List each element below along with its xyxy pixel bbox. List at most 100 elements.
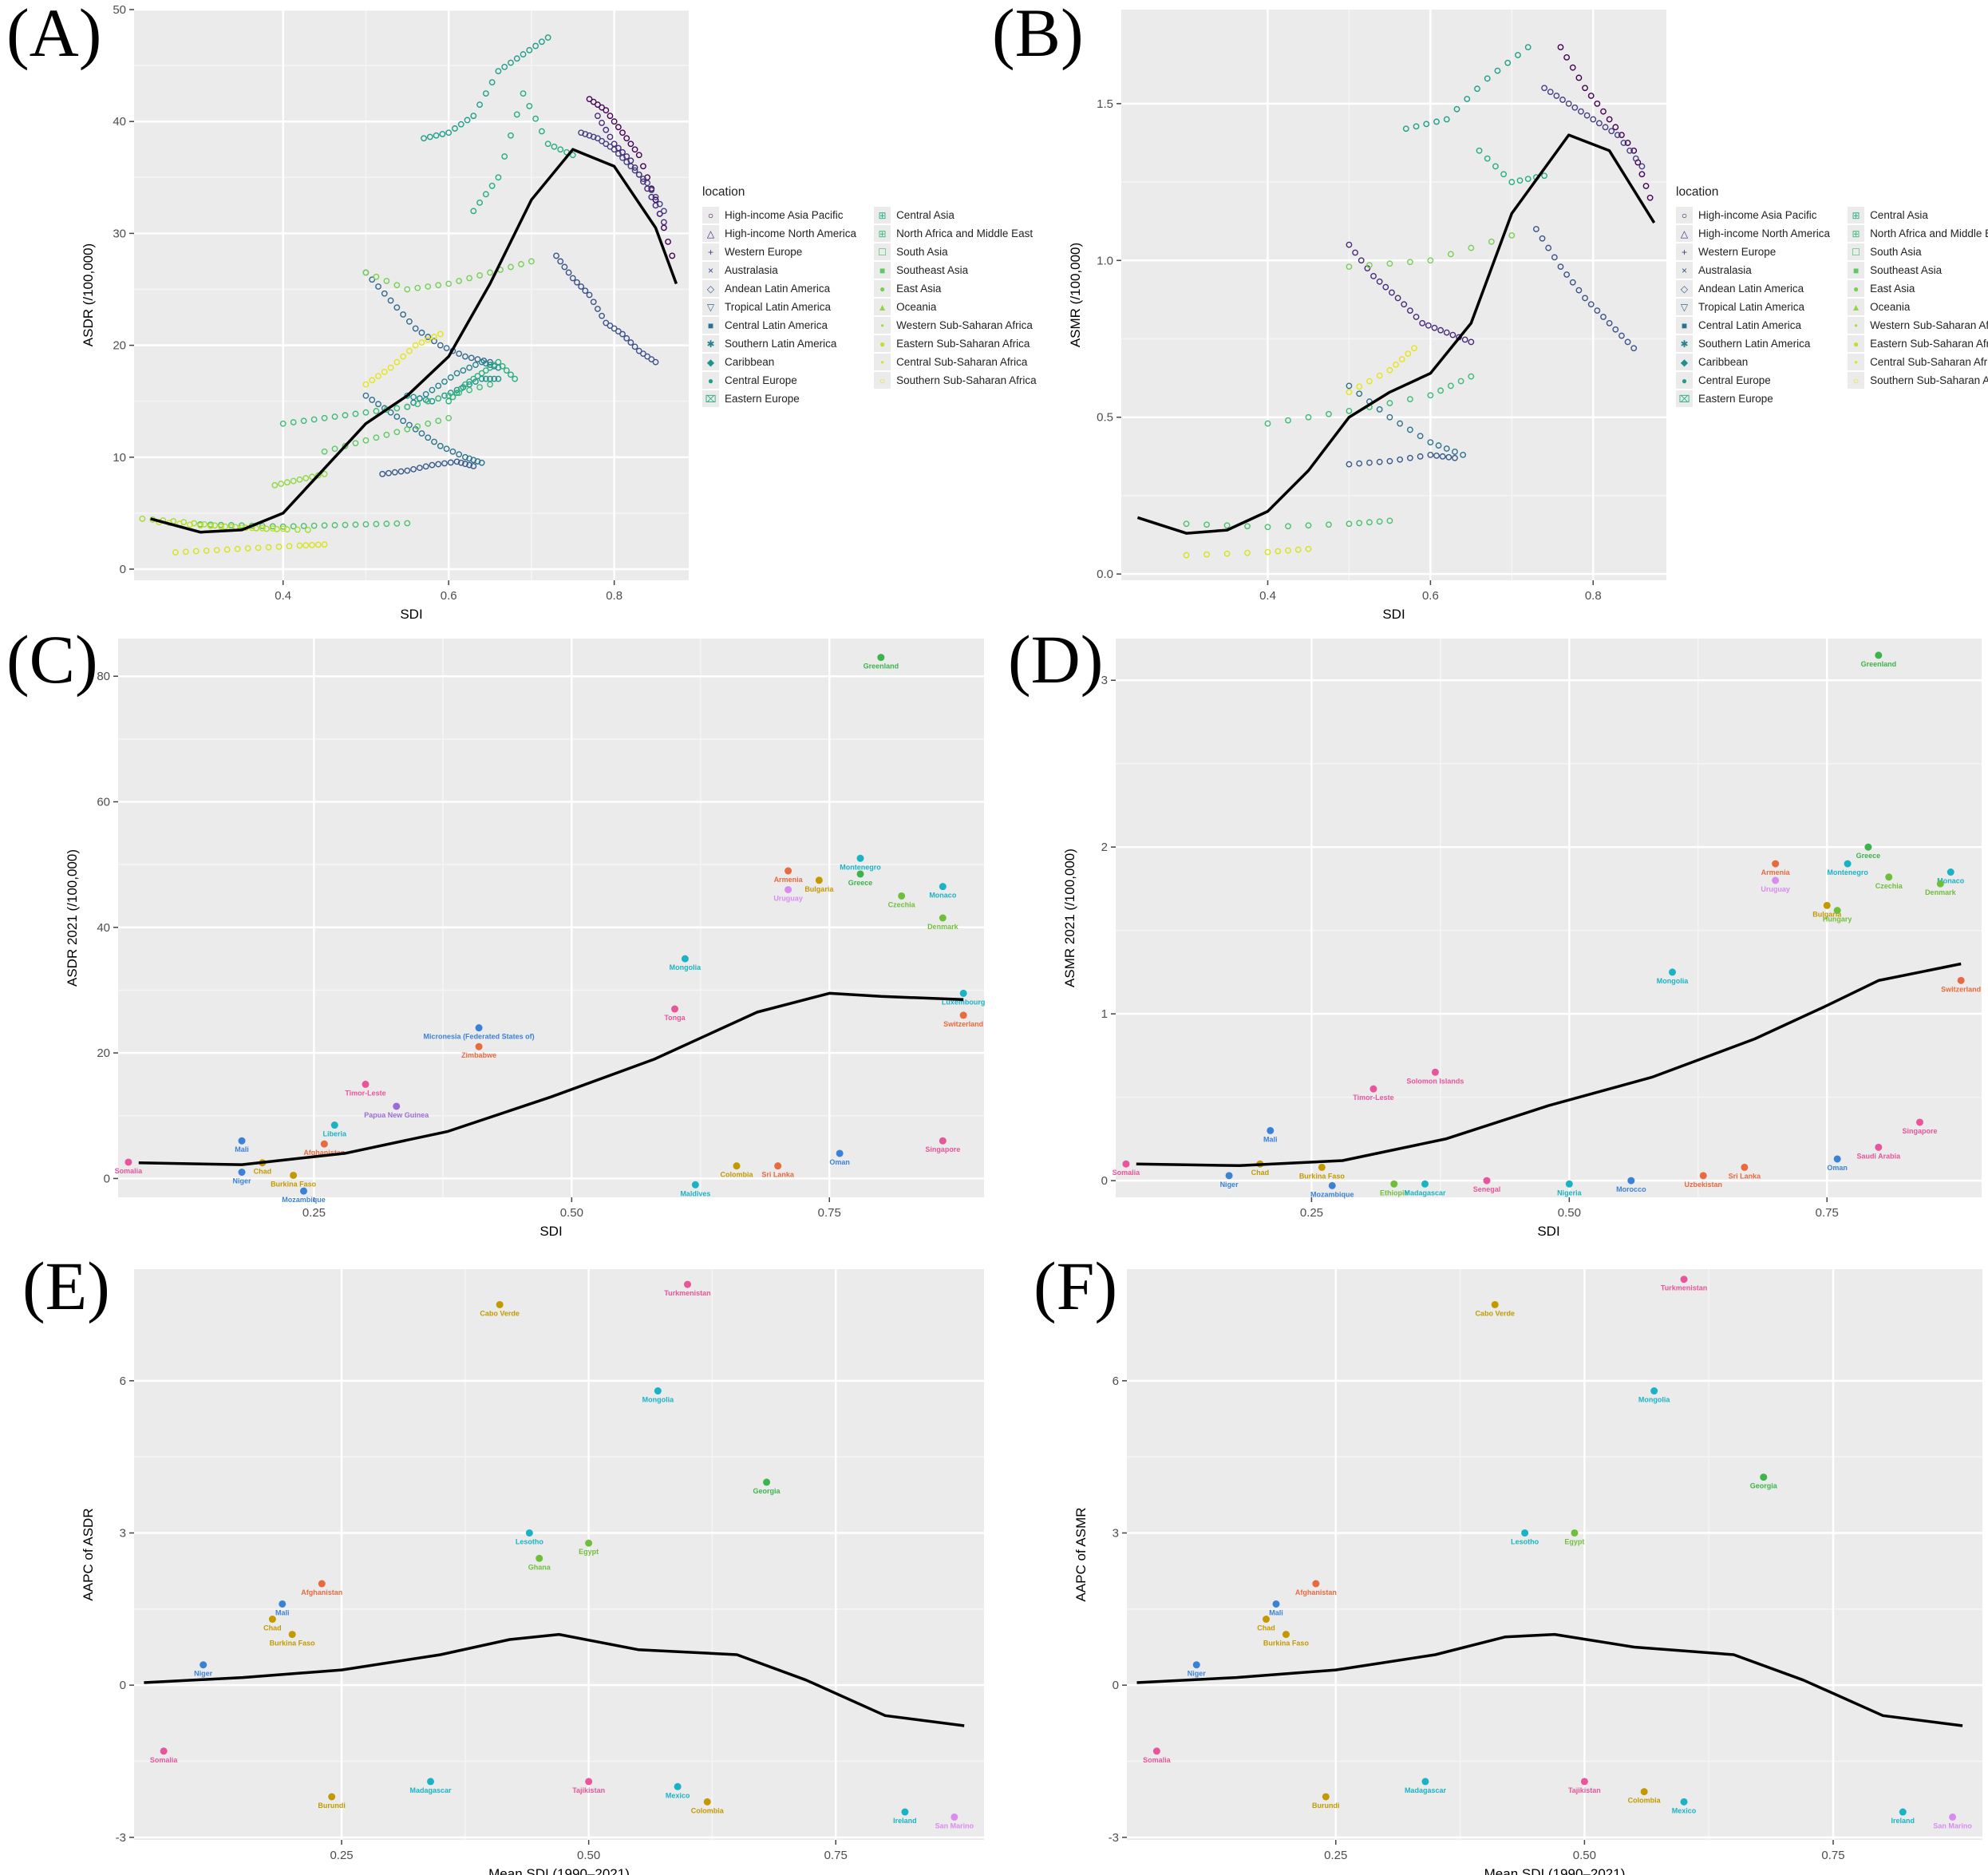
series-point <box>290 477 297 485</box>
country-point <box>939 1137 947 1145</box>
series-point <box>1305 413 1312 421</box>
series-point <box>1285 547 1291 554</box>
series-point <box>631 167 638 174</box>
series-point <box>1427 451 1434 458</box>
y-tick-label: 20 <box>113 339 126 353</box>
series-point <box>1571 104 1579 111</box>
series-point <box>290 523 297 530</box>
legend-item: ◆ Caribbean <box>702 353 856 371</box>
series-point <box>373 520 380 528</box>
series-point <box>1524 176 1532 183</box>
legend-key-icon: + <box>1676 243 1693 260</box>
series-point <box>373 408 380 414</box>
x-tick-label: 0.8 <box>606 589 622 603</box>
series-point <box>1423 121 1430 128</box>
country-label: Timor-Leste <box>345 1089 385 1097</box>
series-point <box>488 79 496 86</box>
country-label: Mali <box>1269 1608 1283 1616</box>
series-point <box>437 342 444 349</box>
legend-label: High-income Asia Pacific <box>1698 209 1817 221</box>
legend-item: • Central Sub-Saharan Africa <box>1848 353 1988 371</box>
series-point <box>331 522 338 528</box>
series-point <box>437 442 444 449</box>
series-point <box>192 548 200 555</box>
series-point <box>286 543 293 550</box>
legend-item: ● Eastern Sub-Saharan Africa <box>1848 334 1988 353</box>
country-label: Greece <box>1856 852 1881 860</box>
series-point <box>660 208 667 215</box>
legend-label: Eastern Europe <box>725 393 800 405</box>
series-point <box>623 135 630 142</box>
series-point <box>1356 383 1363 390</box>
series-point <box>321 541 328 548</box>
series-point <box>1183 520 1190 528</box>
series-point <box>435 282 442 289</box>
series-point <box>393 304 401 311</box>
series-point <box>352 410 359 417</box>
series-point <box>594 113 601 120</box>
series-point <box>476 272 483 279</box>
series-point <box>520 90 527 97</box>
series-point <box>648 193 655 200</box>
country-label: Burkina Faso <box>271 1180 317 1188</box>
legend-label: Eastern Sub-Saharan Africa <box>896 338 1030 350</box>
legend-item: ● Central Europe <box>1676 371 1830 390</box>
series-point <box>478 459 485 466</box>
y-tick-label: 80 <box>97 670 110 683</box>
series-point <box>466 386 473 394</box>
series-point <box>379 470 386 477</box>
series-point <box>532 42 539 49</box>
panel-letter-c: (C) <box>6 621 98 698</box>
country-label: Monaco <box>1937 877 1965 885</box>
country-label: Tajikistan <box>572 1786 605 1794</box>
country-point <box>1390 1180 1398 1188</box>
series-point <box>425 420 432 427</box>
legend-item: ⊞ Central Asia <box>1848 206 1988 224</box>
series-point <box>1614 132 1621 139</box>
panel-2: 0.25 0.50 0.75 0 20 40 60 80 SDI ASDR 2021 (/100,… <box>65 639 985 1239</box>
series-point <box>648 356 655 363</box>
country-label: Timor-Leste <box>1353 1094 1393 1102</box>
legend-item: ● Eastern Sub-Saharan Africa <box>874 334 1037 353</box>
series-point <box>1376 405 1383 413</box>
series-point <box>259 524 266 532</box>
series-point <box>1618 132 1625 139</box>
series-point <box>259 523 266 529</box>
series-point <box>1594 307 1601 314</box>
series-point <box>452 125 458 132</box>
series-point <box>457 121 464 128</box>
series-point <box>615 328 622 334</box>
legend-item: + Western Europe <box>1676 243 1830 261</box>
series-point <box>474 373 481 380</box>
series-point <box>1401 301 1408 308</box>
legend-label: North Africa and Middle East <box>1870 227 1988 239</box>
country-point <box>318 1580 326 1588</box>
series-point <box>1545 244 1552 251</box>
series-point <box>594 306 601 312</box>
country-point <box>1571 1529 1579 1537</box>
series-point <box>1386 517 1393 524</box>
legend-key-icon: ⊞ <box>874 225 891 242</box>
series-point <box>342 412 349 419</box>
series-point <box>1532 226 1539 232</box>
series-point <box>627 140 634 148</box>
x-tick-label: 0.75 <box>824 1849 848 1862</box>
series-point <box>1575 74 1583 81</box>
legend-label: Western Europe <box>1698 246 1777 258</box>
country-point <box>1192 1661 1200 1669</box>
series-point <box>1582 295 1588 302</box>
series-point <box>611 118 618 125</box>
series-point <box>590 299 597 306</box>
series-point <box>470 208 477 215</box>
series-point <box>1346 407 1353 414</box>
country-point <box>279 1600 287 1608</box>
series-point <box>599 137 605 144</box>
y-axis-title: ASDR 2021 (/100,000) <box>65 849 80 987</box>
legend-key-icon: ▲ <box>874 299 891 315</box>
country-point <box>939 914 947 922</box>
country-point <box>1885 873 1893 881</box>
fit-curve <box>1136 962 1962 1168</box>
legend-label: Andean Latin America <box>1698 283 1804 295</box>
country-label: Madagascar <box>409 1786 452 1794</box>
legend-item: ▲ Oceania <box>874 298 1037 316</box>
